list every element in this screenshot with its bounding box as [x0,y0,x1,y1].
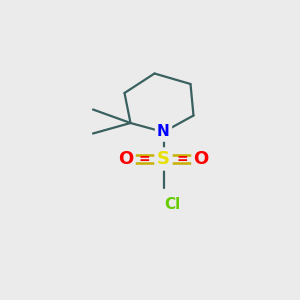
Text: Cl: Cl [164,197,181,212]
Text: O: O [194,150,208,168]
Text: =: = [139,152,151,166]
Text: N: N [157,124,170,140]
Text: S: S [157,150,170,168]
Text: O: O [118,150,134,168]
Text: =: = [176,152,188,166]
